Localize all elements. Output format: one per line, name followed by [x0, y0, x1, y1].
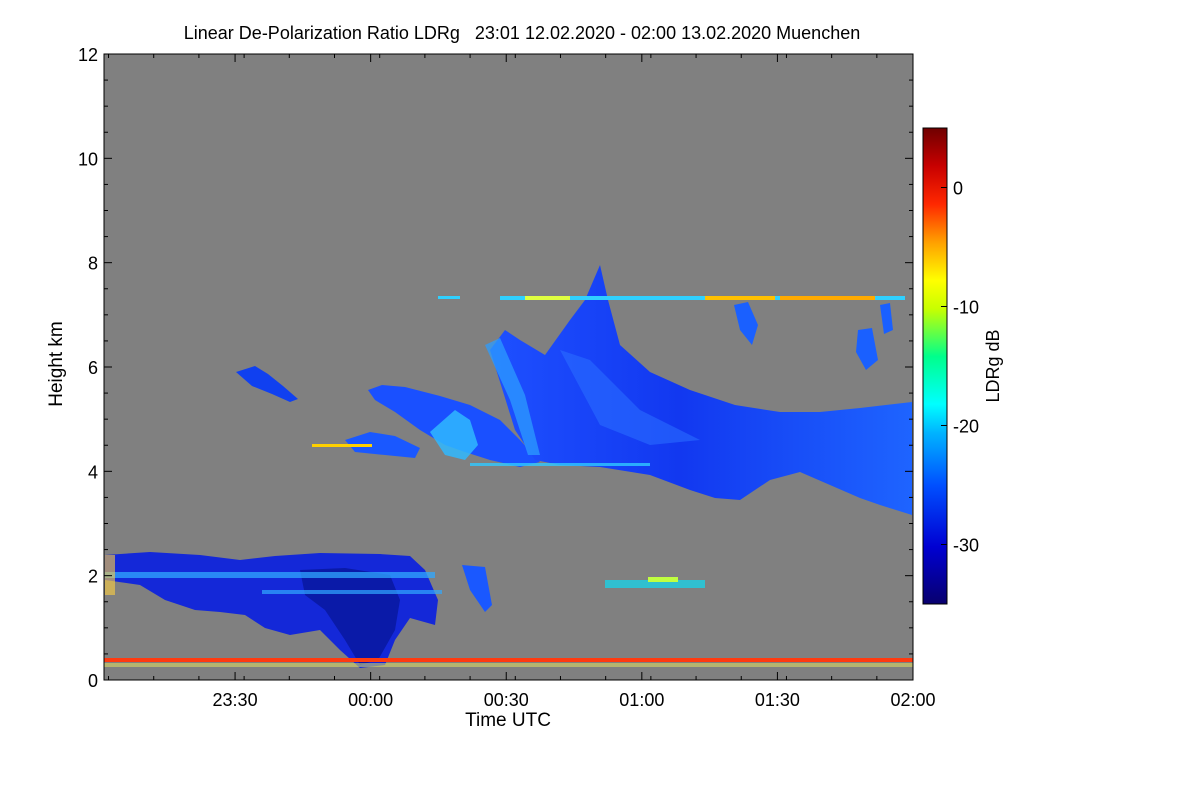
low-thin-layer: [605, 580, 705, 588]
low-clouds-top-band: [105, 572, 435, 578]
colorbar-tick-label: 0: [953, 179, 963, 199]
y-tick-label: 8: [88, 254, 98, 274]
cirrus-base-line: [470, 463, 650, 466]
x-tick-label: 01:00: [619, 690, 664, 710]
y-axis: 0 2 4 6 8 10 12: [78, 45, 913, 691]
cirrus-top-layer-b: [705, 296, 775, 300]
small-cloud: [236, 366, 298, 402]
mid-cloud-cyan: [430, 410, 478, 460]
x-tick-label: 23:30: [213, 690, 258, 710]
cirrus-top-layer: [500, 296, 905, 300]
cirrus-patch-c: [880, 303, 893, 334]
low-thin-layer-yellow: [648, 577, 678, 582]
x-axis: 00:30 23:30 00:00 01:00 01:30 02:00: [108, 54, 936, 710]
x-tick-label: 00:00: [348, 690, 393, 710]
colorbar-tick-label: -20: [953, 417, 979, 437]
colorbar: [922, 127, 948, 605]
low-patch: [462, 565, 492, 612]
x-tick-label: 01:30: [755, 690, 800, 710]
cirrus-main: [490, 265, 912, 515]
cirrus-cyan-streak: [485, 338, 540, 455]
colorbar-tick-label: -10: [953, 298, 979, 318]
cirrus-top-layer-a: [525, 296, 570, 300]
y-tick-label: 10: [78, 149, 98, 169]
colorbar-ticks: 0 -10 -20 -30: [941, 179, 979, 556]
x-axis-label: Time UTC: [465, 710, 551, 731]
near-ground-band-lower: [104, 663, 913, 667]
colorbar-label: LDRg dB: [983, 329, 1003, 402]
x-tick-label: 00:30: [484, 690, 529, 710]
y-tick-label: 4: [88, 462, 98, 482]
cirrus-fallstreak: [560, 350, 700, 445]
low-clouds-top-band-2: [262, 590, 442, 594]
y-tick-label: 6: [88, 358, 98, 378]
mid-cloud-lower: [345, 432, 420, 458]
cirrus-top-layer-d: [438, 296, 460, 299]
near-ground-band: [104, 658, 913, 662]
y-tick-label: 12: [78, 45, 98, 65]
y-axis-label: Height km: [46, 321, 67, 407]
x-tick-label: 02:00: [890, 690, 935, 710]
low-clouds-left-edge: [105, 555, 115, 595]
cirrus-patch-a: [734, 302, 758, 345]
mid-cloud-base-line: [312, 444, 372, 447]
y-tick-label: 2: [88, 567, 98, 587]
y-tick-label: 0: [88, 671, 98, 691]
cirrus-top-layer-c: [780, 296, 875, 300]
colorbar-tick-label: -30: [953, 536, 979, 556]
cirrus-patch-b: [856, 328, 878, 370]
chart-title: Linear De-Polarization Ratio LDRg 23:01 …: [184, 23, 860, 43]
